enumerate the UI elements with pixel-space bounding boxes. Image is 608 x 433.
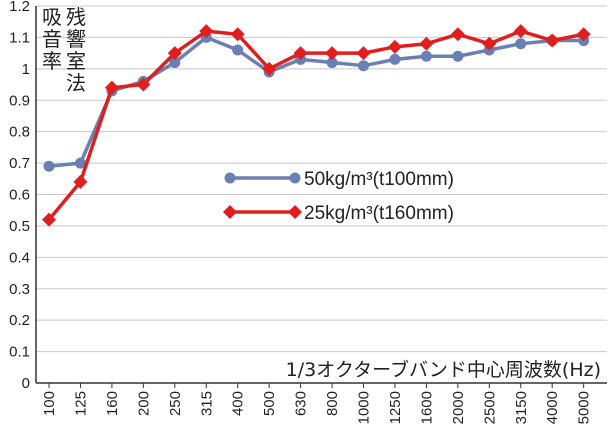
y-tick-label: 1 (22, 61, 30, 78)
legend-label: 50kg/m³(t100mm) (304, 169, 454, 190)
data-point (452, 50, 464, 62)
legend-marker (288, 205, 302, 219)
method-label-char: 室 (66, 49, 86, 73)
series-line (48, 35, 584, 168)
data-point (513, 24, 528, 39)
data-point (104, 80, 119, 95)
x-tick-label: 1000 (356, 391, 373, 424)
y-axis: 0 0.1 0.2 0.3 0.4 0.5 0.6 0.7 0.8 0.9 1 1.1 1.2 (9, 0, 37, 392)
x-axis: 100 125 160 200 250 315 400 500 630 800 1000 1250 16… (36, 382, 607, 424)
y-tick-label: 0.6 (9, 187, 30, 204)
data-point (545, 33, 560, 48)
data-point (358, 60, 369, 72)
y-tick-label: 0.1 (9, 344, 30, 361)
x-tick-label: 3150 (513, 391, 530, 424)
x-tick-label: 2500 (481, 391, 498, 424)
grid-lines (36, 5, 607, 384)
data-point (232, 44, 244, 56)
data-point (73, 174, 88, 189)
data-point (199, 24, 214, 39)
y-tick-label: 1.2 (9, 0, 30, 15)
data-point (389, 53, 401, 65)
y-tick-label: 0.8 (9, 124, 30, 141)
x-tick-label: 1250 (387, 391, 404, 424)
data-point (482, 36, 497, 51)
data-point (136, 77, 151, 92)
data-point (326, 57, 338, 69)
data-point (420, 50, 432, 62)
x-tick-label: 250 (167, 391, 184, 416)
method-label-char: 残 (66, 5, 86, 29)
data-point (387, 39, 402, 54)
y-axis-title-char: 吸 (42, 5, 62, 29)
data-point (262, 61, 277, 76)
y-tick-label: 0.3 (9, 281, 30, 298)
data-point (167, 46, 182, 61)
x-tick-label: 200 (135, 391, 152, 416)
data-point (74, 157, 86, 169)
data-point (43, 160, 55, 172)
data-point (325, 46, 340, 61)
y-tick-label: 1.1 (9, 29, 30, 46)
data-point (42, 212, 56, 227)
legend-marker (223, 205, 237, 219)
method-label-char: 法 (66, 71, 86, 95)
series-layer (42, 24, 591, 227)
legend-marker (289, 172, 301, 184)
x-tick-label: 160 (104, 391, 121, 416)
x-tick-label: 630 (293, 391, 310, 416)
x-tick-label: 800 (324, 391, 341, 416)
x-tick-label: 4000 (544, 391, 561, 424)
y-tick-label: 0 (22, 375, 30, 392)
legend: 50kg/m³(t100mm) 25kg/m³(t160mm) (223, 169, 454, 224)
legend-marker (224, 172, 236, 184)
x-tick-label: 5000 (576, 391, 593, 424)
legend-label: 25kg/m³(t160mm) (304, 203, 454, 224)
data-point (293, 46, 308, 61)
y-tick-label: 0.7 (9, 155, 30, 172)
data-point (576, 27, 591, 42)
method-label-char: 響 (66, 27, 86, 51)
x-tick-label: 315 (198, 391, 215, 416)
data-point (419, 36, 434, 51)
data-point (450, 27, 465, 42)
x-tick-label: 125 (72, 391, 89, 416)
x-tick-label: 400 (230, 391, 247, 416)
y-tick-label: 0.9 (9, 92, 30, 109)
x-axis-title: 1/3オクターブバンド中心周波数(Hz) (286, 358, 601, 381)
x-tick-label: 500 (261, 391, 278, 416)
x-tick-label: 100 (41, 391, 58, 416)
x-tick-label: 2000 (450, 391, 467, 424)
x-tick-label: 1600 (418, 391, 435, 424)
data-point (356, 46, 371, 61)
y-tick-label: 0.4 (9, 249, 30, 266)
data-point (169, 57, 181, 69)
y-axis-title-char: 率 (42, 49, 62, 73)
data-point (515, 38, 527, 50)
y-tick-label: 0.2 (9, 312, 30, 329)
y-tick-label: 0.5 (9, 218, 30, 235)
y-axis-title-char: 音 (42, 27, 62, 51)
data-point (230, 27, 245, 42)
